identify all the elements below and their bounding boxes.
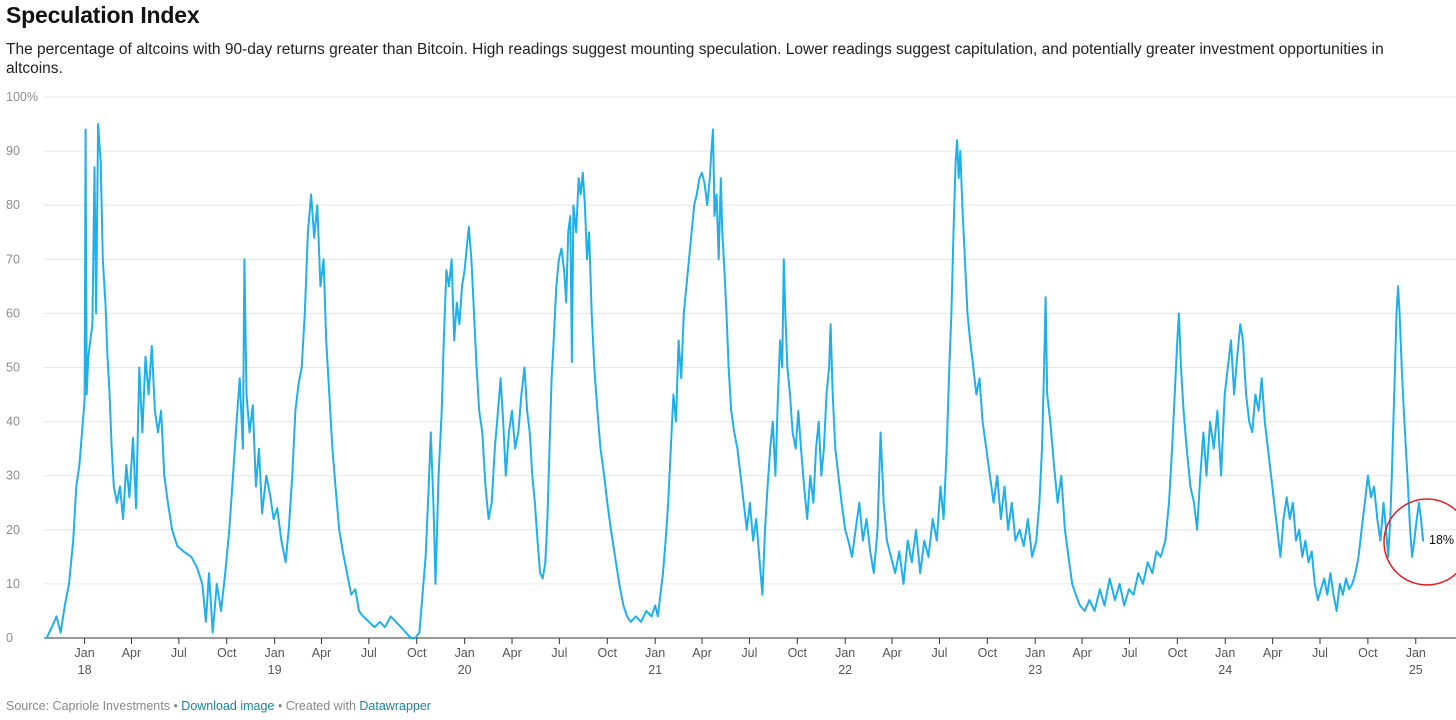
x-tick-label: Apr bbox=[312, 646, 331, 660]
footer-separator: • bbox=[169, 699, 182, 713]
x-tick-label: Jan bbox=[455, 646, 475, 660]
datawrapper-link[interactable]: Datawrapper bbox=[359, 699, 431, 713]
y-tick-label: 100% bbox=[6, 90, 38, 104]
x-tick-label: Oct bbox=[788, 646, 808, 660]
x-tick-year-label: 21 bbox=[648, 663, 662, 677]
x-tick-year-label: 22 bbox=[838, 663, 852, 677]
annotation-circle bbox=[1383, 498, 1456, 586]
x-axis: Jan 18 Apr Jul Oct Jan 19 Apr Jul Oct Jan 20 Apr Jul O… bbox=[75, 638, 1426, 677]
y-tick-label: 50 bbox=[6, 361, 20, 375]
y-tick-label: 80 bbox=[6, 198, 20, 212]
created-with-text: Created with bbox=[285, 699, 356, 713]
x-tick-label: Oct bbox=[1358, 646, 1378, 660]
download-image-link[interactable]: Download image bbox=[181, 699, 275, 713]
x-tick-label: Apr bbox=[1263, 646, 1282, 660]
x-tick-label: Jul bbox=[551, 646, 567, 660]
x-tick-label: Jan bbox=[645, 646, 665, 660]
x-tick-year-label: 20 bbox=[458, 663, 472, 677]
x-tick-label: Jan bbox=[835, 646, 855, 660]
x-tick-label: Jul bbox=[171, 646, 187, 660]
x-tick-label: Jul bbox=[741, 646, 757, 660]
series-line bbox=[45, 123, 1425, 639]
x-tick-year-label: 19 bbox=[268, 663, 282, 677]
source-credit: Source: Capriole Investments bbox=[6, 699, 170, 713]
y-tick-label: 60 bbox=[6, 306, 20, 320]
x-tick-label: Oct bbox=[217, 646, 237, 660]
annotation-layer: 18% bbox=[1383, 498, 1456, 586]
chart-title: Speculation Index bbox=[6, 2, 200, 28]
x-tick-label: Apr bbox=[122, 646, 141, 660]
y-tick-label: 30 bbox=[6, 469, 20, 483]
x-tick-label: Jan bbox=[75, 646, 95, 660]
x-tick-label: Oct bbox=[1168, 646, 1188, 660]
x-tick-year-label: 18 bbox=[78, 663, 92, 677]
x-tick-label: Jan bbox=[265, 646, 285, 660]
x-tick-label: Apr bbox=[882, 646, 901, 660]
y-tick-label: 10 bbox=[6, 577, 20, 591]
annotation-label: 18% bbox=[1429, 533, 1454, 547]
chart-subtitle: The percentage of altcoins with 90-day r… bbox=[6, 41, 1384, 77]
x-tick-label: Jul bbox=[361, 646, 377, 660]
x-tick-year-label: 25 bbox=[1409, 663, 1423, 677]
x-tick-label: Jan bbox=[1025, 646, 1045, 660]
x-tick-label: Jul bbox=[1121, 646, 1137, 660]
y-tick-label: 0 bbox=[6, 631, 13, 645]
x-tick-label: Jan bbox=[1215, 646, 1235, 660]
y-tick-label: 40 bbox=[6, 415, 20, 429]
x-tick-label: Oct bbox=[407, 646, 427, 660]
x-tick-label: Apr bbox=[502, 646, 521, 660]
x-tick-label: Apr bbox=[1072, 646, 1091, 660]
y-axis-labels: 0 10 20 30 40 50 60 70 80 90 100% bbox=[6, 90, 38, 645]
footer-separator: • bbox=[274, 699, 286, 713]
y-tick-label: 70 bbox=[6, 252, 20, 266]
x-tick-label: Oct bbox=[978, 646, 998, 660]
x-tick-year-label: 23 bbox=[1028, 663, 1042, 677]
x-tick-year-label: 24 bbox=[1218, 663, 1232, 677]
x-tick-label: Apr bbox=[692, 646, 711, 660]
y-tick-label: 20 bbox=[6, 523, 20, 537]
footer: Source: Capriole Investments • Download … bbox=[6, 699, 431, 713]
y-tick-label: 90 bbox=[6, 144, 20, 158]
x-tick-label: Oct bbox=[598, 646, 618, 660]
x-tick-label: Jul bbox=[1312, 646, 1328, 660]
x-tick-label: Jul bbox=[931, 646, 947, 660]
series-layer bbox=[45, 123, 1425, 639]
x-tick-label: Jan bbox=[1406, 646, 1426, 660]
